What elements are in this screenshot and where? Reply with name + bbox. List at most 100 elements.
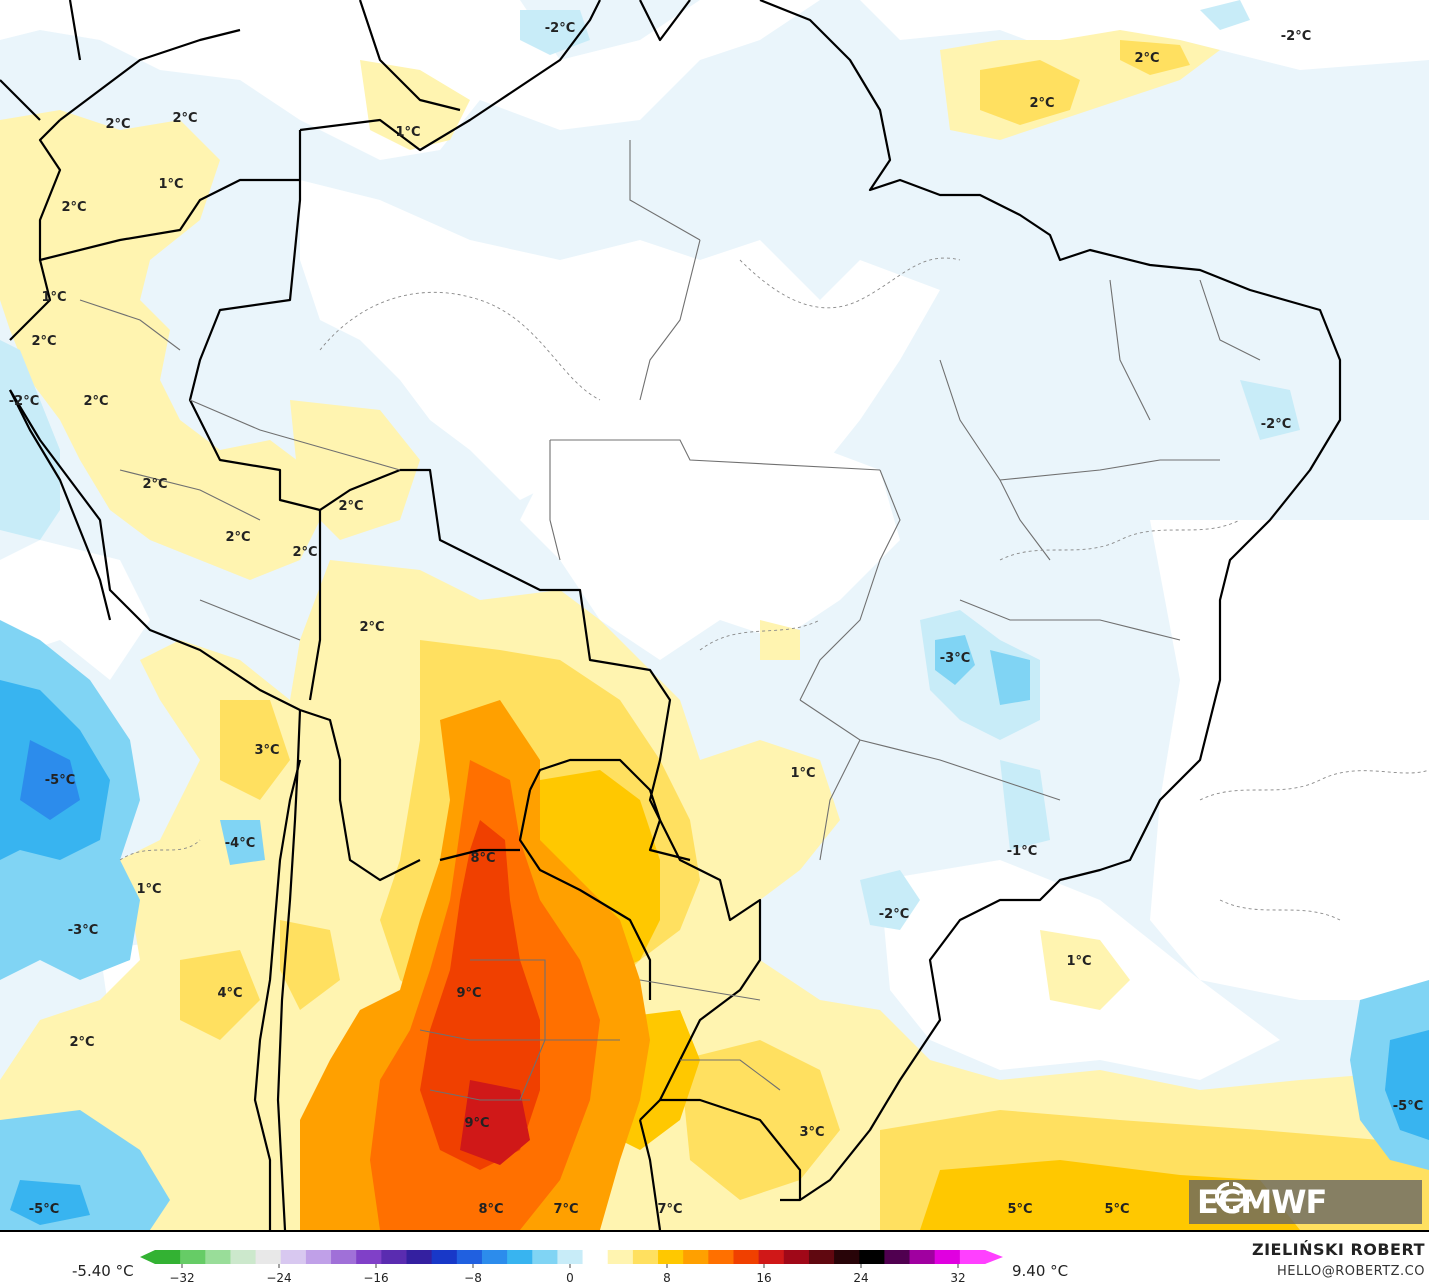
colorbar-tick-label: −32 xyxy=(169,1271,194,1285)
colorbar-max-arrow xyxy=(985,1250,1003,1264)
colorbar-swatch xyxy=(834,1250,860,1264)
temp-label: 9°C xyxy=(464,1116,489,1131)
colorbar-swatch xyxy=(431,1250,458,1264)
colorbar-tick-label: −24 xyxy=(266,1271,291,1285)
temp-label: 2°C xyxy=(142,477,167,492)
colorbar-tick-label: 16 xyxy=(756,1271,771,1285)
temp-label: 2°C xyxy=(172,111,197,126)
temp-label: -5°C xyxy=(29,1202,59,1217)
colorbar-swatch xyxy=(658,1250,684,1264)
ecmwf-logo-icon xyxy=(1211,1182,1251,1210)
temp-label: -1°C xyxy=(1007,844,1037,859)
legend-max-label: 9.40 °C xyxy=(1012,1262,1069,1280)
colorbar-swatch xyxy=(909,1250,936,1264)
temp-label: 2°C xyxy=(338,499,363,514)
temp-label: -2°C xyxy=(545,21,575,36)
cold-anomaly-zones xyxy=(0,0,1429,1230)
temp-label: 4°C xyxy=(217,986,242,1001)
temp-label: -3°C xyxy=(940,651,970,666)
temp-label: -3°C xyxy=(68,923,98,938)
temp-label: 2°C xyxy=(1029,96,1054,111)
colorbar-swatch xyxy=(381,1250,408,1264)
temp-label: 2°C xyxy=(225,530,250,545)
temp-label: 5°C xyxy=(1007,1202,1032,1217)
temp-label: 3°C xyxy=(254,743,279,758)
contour-lines xyxy=(119,257,1429,921)
temp-label: 1°C xyxy=(395,125,420,140)
colorbar-swatch xyxy=(180,1250,206,1264)
colorbar-swatch xyxy=(331,1250,357,1264)
colorbar-swatch xyxy=(708,1250,734,1264)
colorbar-swatch xyxy=(481,1250,508,1264)
author-email: HELLO@ROBERTZ.CO xyxy=(1276,1264,1425,1279)
colorbar-swatch xyxy=(230,1250,257,1264)
colorbar-swatch xyxy=(758,1250,785,1264)
temp-label: 1°C xyxy=(158,177,183,192)
map-canvas: -2°C -2°C 2°C 2°C 2°C 2°C 1°C 1°C 2°C 1°… xyxy=(0,0,1429,1230)
hot-anomaly-core xyxy=(300,700,650,1230)
colorbar-swatch xyxy=(783,1250,810,1264)
colorbar-swatch xyxy=(632,1250,659,1264)
temp-label: 2°C xyxy=(83,394,108,409)
temp-label: 8°C xyxy=(470,851,495,866)
temp-label: 8°C xyxy=(478,1202,503,1217)
author-credit: ZIELIŃSKI ROBERT xyxy=(1251,1240,1425,1259)
temp-label: -2°C xyxy=(9,394,39,409)
country-borders xyxy=(0,0,1342,1230)
colorbar-tick-label: −16 xyxy=(363,1271,388,1285)
colorbar-swatch xyxy=(305,1250,332,1264)
colorbar-swatch xyxy=(406,1250,433,1264)
colorbar-swatch xyxy=(557,1250,584,1264)
temp-label: -5°C xyxy=(45,773,75,788)
colorbar-tick-label: 8 xyxy=(663,1271,671,1285)
legend-min-label: -5.40 °C xyxy=(72,1262,134,1280)
colorbar-swatch xyxy=(934,1250,961,1264)
temp-label: -2°C xyxy=(1281,29,1311,44)
colorbar-swatch xyxy=(205,1250,231,1264)
temp-label: -2°C xyxy=(1261,417,1291,432)
temperature-labels: -2°C -2°C 2°C 2°C 2°C 2°C 1°C 1°C 2°C 1°… xyxy=(9,21,1423,1217)
temp-label: 2°C xyxy=(105,117,130,132)
temp-label: 1°C xyxy=(790,766,815,781)
colorbar-tick-label: −8 xyxy=(464,1271,482,1285)
ecmwf-logo: ECMWF xyxy=(1189,1180,1422,1224)
colorbar-swatch xyxy=(280,1250,307,1264)
state-borders xyxy=(79,140,1261,1101)
colorbar: −32 −24 −16 −8 0 8 16 24 32 xyxy=(140,1250,1003,1285)
temp-label: 1°C xyxy=(136,882,161,897)
colorbar-tick-label: 24 xyxy=(853,1271,868,1285)
temp-label: 7°C xyxy=(657,1202,682,1217)
colorbar-swatch xyxy=(255,1250,282,1264)
colorbar-swatch xyxy=(507,1250,533,1264)
colorbar-swatch xyxy=(683,1250,709,1264)
colorbar-swatch xyxy=(884,1250,911,1264)
colorbar-swatch xyxy=(356,1250,382,1264)
colorbar-swatch xyxy=(859,1250,885,1264)
temp-label: 7°C xyxy=(553,1202,578,1217)
temp-label: 3°C xyxy=(799,1125,824,1140)
temp-label: 5°C xyxy=(1104,1202,1129,1217)
temp-label: 2°C xyxy=(69,1035,94,1050)
temp-label: -4°C xyxy=(225,836,255,851)
temp-label: -5°C xyxy=(1393,1099,1423,1114)
legend-footer: -5.40 °C −32 −24 −16 −8 0 8 16 24 32 9.40 °C ZIE… xyxy=(0,1230,1429,1287)
colorbar-swatch xyxy=(607,1250,634,1264)
colorbar-swatch xyxy=(959,1250,986,1264)
temp-label: 2°C xyxy=(31,334,56,349)
temp-label: 2°C xyxy=(61,200,86,215)
colorbar-swatch xyxy=(532,1250,558,1264)
temp-label: 1°C xyxy=(41,290,66,305)
colorbar-swatch xyxy=(582,1250,609,1264)
temp-label: 9°C xyxy=(456,986,481,1001)
temp-label: 2°C xyxy=(1134,51,1159,66)
colorbar-swatch xyxy=(733,1250,760,1264)
colorbar-swatch xyxy=(456,1250,483,1264)
colorbar-tick-label: 32 xyxy=(950,1271,965,1285)
temp-label: 2°C xyxy=(292,545,317,560)
colorbar-tick-label: 0 xyxy=(566,1271,574,1285)
temp-label: 1°C xyxy=(1066,954,1091,969)
temp-label: -2°C xyxy=(879,907,909,922)
temperature-anomaly-map: -2°C -2°C 2°C 2°C 2°C 2°C 1°C 1°C 2°C 1°… xyxy=(0,0,1429,1230)
colorbar-swatch xyxy=(808,1250,835,1264)
temp-label: 2°C xyxy=(359,620,384,635)
